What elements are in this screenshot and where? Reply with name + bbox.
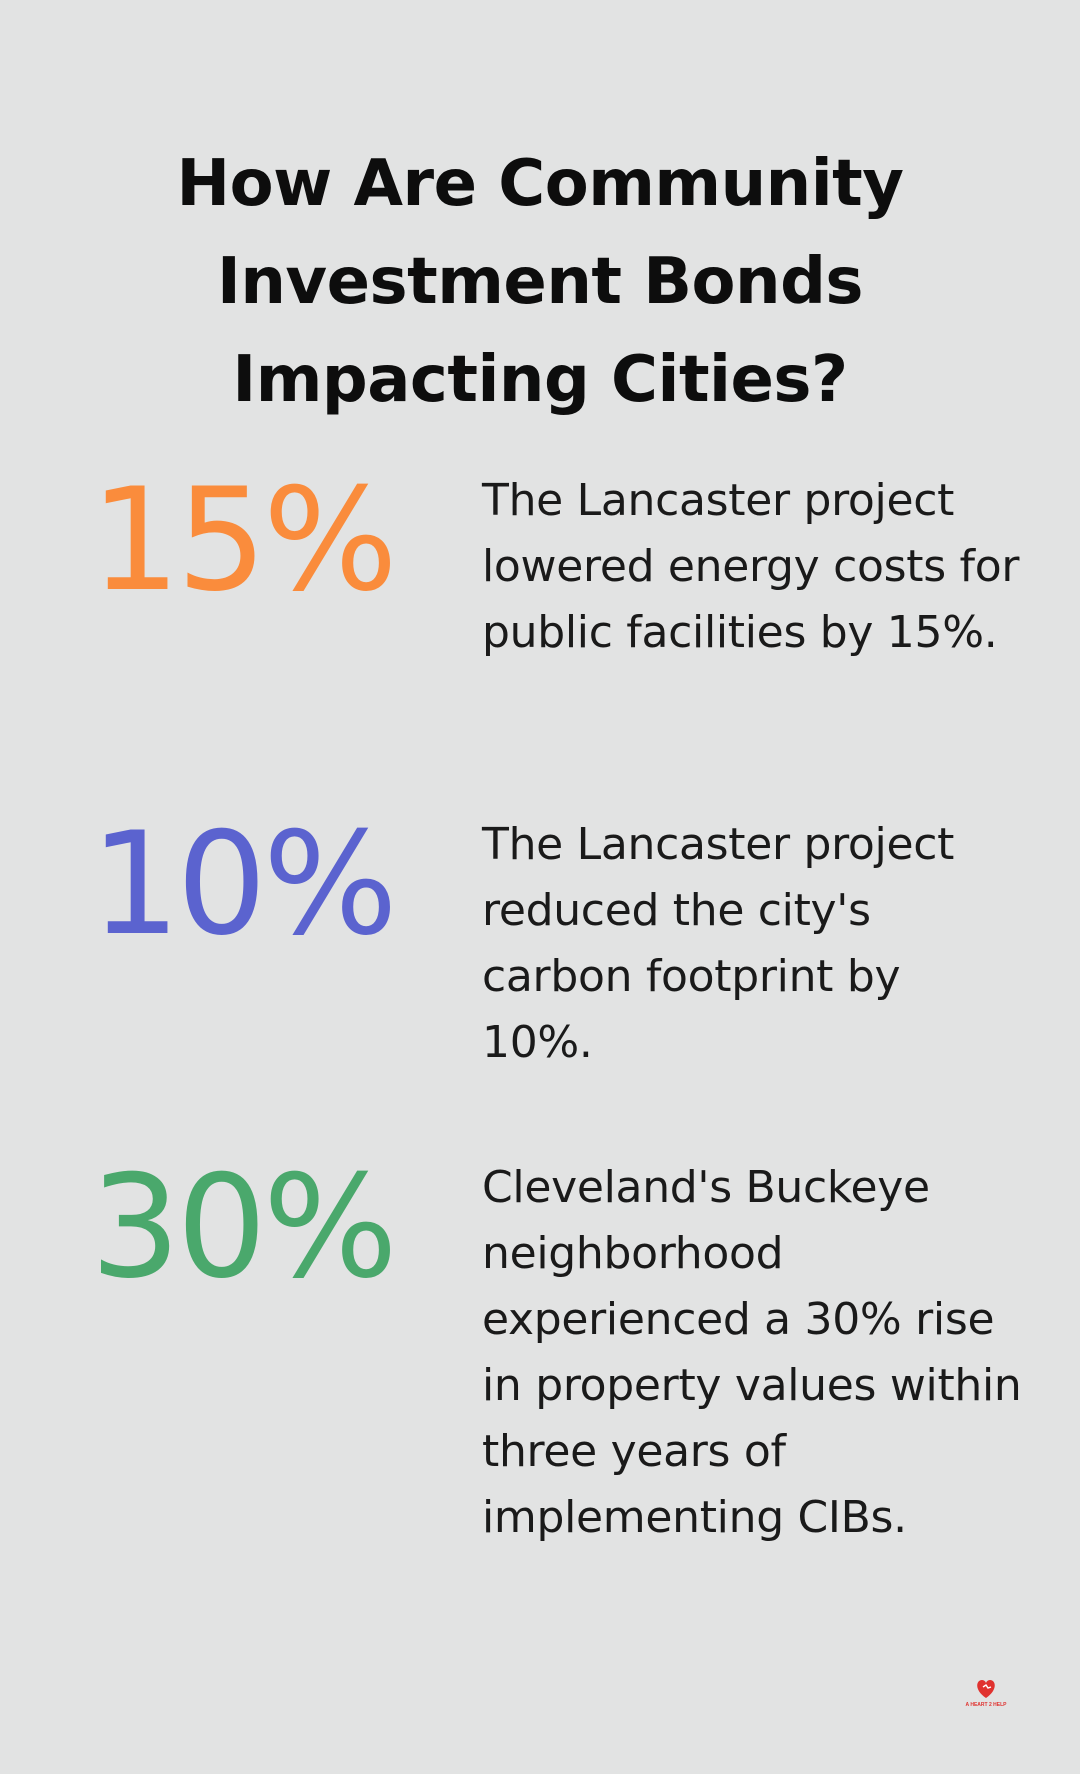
stat-description: Cleveland's Buckeye neighborhood experie… (482, 1162, 1022, 1543)
stat-value: 10% (90, 802, 398, 967)
page-title: How Are Community Investment Bonds Impac… (176, 146, 904, 417)
heart-logo-icon: A HEART 2 HELP (966, 1680, 1008, 1708)
stat-value: 30% (90, 1145, 398, 1310)
stat-description: The Lancaster project reduced the city's… (482, 819, 955, 1068)
svg-text:A HEART 2 HELP: A HEART 2 HELP (966, 1702, 1008, 1708)
stat-value: 15% (90, 458, 398, 623)
stat-description: The Lancaster project lowered energy cos… (482, 475, 1020, 658)
brand-logo: A HEART 2 HELP (960, 1676, 1012, 1710)
